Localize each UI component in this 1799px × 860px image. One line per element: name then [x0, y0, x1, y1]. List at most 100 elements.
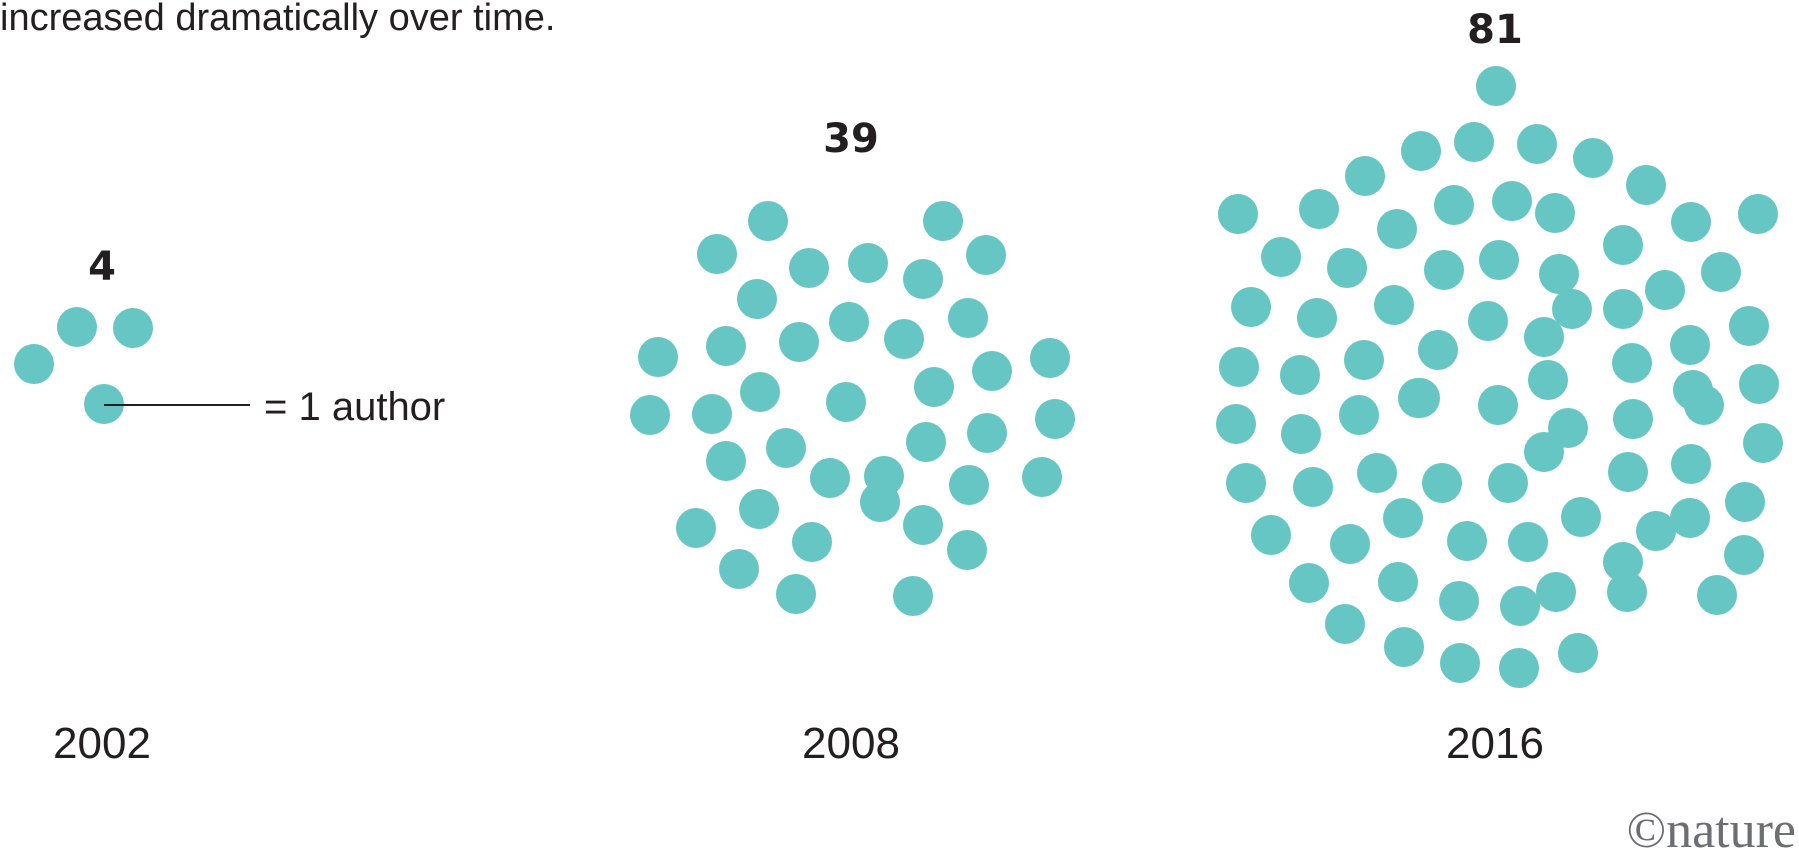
- author-dot-2008-8: [737, 279, 777, 319]
- author-dot-2016-80: [1499, 648, 1539, 688]
- author-dot-2008-25: [706, 441, 746, 481]
- author-dot-2016-46: [1400, 378, 1440, 418]
- author-dot-2016-20: [1479, 240, 1519, 280]
- intro-text: increased dramatically over time.: [0, 0, 555, 39]
- author-dot-2016-67: [1670, 498, 1710, 538]
- author-dot-2016-36: [1344, 340, 1384, 380]
- author-dot-2016-5: [1573, 138, 1613, 178]
- author-dot-2016-27: [1468, 301, 1508, 341]
- count-label-2008: 39: [823, 116, 879, 162]
- author-dot-2016-12: [1535, 193, 1575, 233]
- author-dot-2016-29: [1418, 330, 1458, 370]
- author-dot-2008-14: [779, 322, 819, 362]
- author-dot-2008-11: [884, 319, 924, 359]
- author-dot-2016-70: [1378, 562, 1418, 602]
- author-dot-2008-31: [739, 489, 779, 529]
- author-dot-2016-18: [1327, 248, 1367, 288]
- author-dot-2016-43: [1216, 404, 1256, 444]
- author-dot-2016-9: [1299, 189, 1339, 229]
- author-dot-2008-16: [972, 351, 1012, 391]
- author-dot-2016-33: [1729, 306, 1769, 346]
- author-dot-2016-63: [1447, 521, 1487, 561]
- author-dot-2016-69: [1289, 563, 1329, 603]
- author-dot-2016-62: [1383, 498, 1423, 538]
- author-dot-2016-53: [1357, 453, 1397, 493]
- author-dot-2008-39: [893, 576, 933, 616]
- author-dot-2008-30: [1022, 457, 1062, 497]
- author-dot-2016-54: [1422, 463, 1462, 503]
- author-dot-2016-38: [1478, 385, 1518, 425]
- author-dot-2008-13: [706, 326, 746, 366]
- author-dot-2016-79: [1440, 643, 1480, 683]
- author-dot-2008-3: [697, 234, 737, 274]
- author-dot-2016-60: [1251, 515, 1291, 555]
- author-dot-2016-14: [1738, 194, 1778, 234]
- year-label-2008: 2008: [802, 719, 900, 768]
- author-dot-2016-65: [1561, 497, 1601, 537]
- author-dot-2016-11: [1492, 181, 1532, 221]
- author-dot-2016-32: [1670, 325, 1710, 365]
- author-dot-2008-32: [947, 530, 987, 570]
- dot-cluster-2002: [14, 307, 153, 424]
- author-dot-2016-28: [1552, 289, 1592, 329]
- author-dot-2016-19: [1424, 250, 1464, 290]
- author-dot-2016-17: [1261, 237, 1301, 277]
- author-dot-2016-50: [1743, 423, 1783, 463]
- author-dot-2008-17: [914, 367, 954, 407]
- author-dot-2016-22: [1701, 252, 1741, 292]
- author-dot-2008-24: [906, 422, 946, 462]
- author-dot-2016-35: [1280, 355, 1320, 395]
- author-dot-2016-2: [1401, 131, 1441, 171]
- author-dot-2016-45: [1339, 395, 1379, 435]
- author-dot-2016-48: [1613, 399, 1653, 439]
- author-dot-2016-73: [1536, 572, 1576, 612]
- author-dot-2008-2: [923, 201, 963, 241]
- author-dot-2016-55: [1488, 463, 1528, 503]
- author-dot-2008-10: [948, 298, 988, 338]
- author-dot-2016-58: [1671, 444, 1711, 484]
- author-dot-2008-27: [810, 458, 850, 498]
- author-dot-2016-77: [1325, 604, 1365, 644]
- author-dot-2016-44: [1281, 414, 1321, 454]
- author-dot-2016-42: [1739, 364, 1779, 404]
- author-dot-2008-19: [740, 372, 780, 412]
- author-dot-2016-75: [1636, 511, 1676, 551]
- author-dot-2008-9: [829, 302, 869, 342]
- author-dot-2016-21: [1539, 254, 1579, 294]
- year-label-2002: 2002: [53, 719, 151, 768]
- author-dot-2016-7: [1626, 165, 1666, 205]
- author-dot-2016-4: [1517, 124, 1557, 164]
- dot-cluster-2008: [630, 201, 1075, 616]
- author-dot-2008-22: [1035, 399, 1075, 439]
- author-dot-2008-33: [676, 508, 716, 548]
- author-dot-2008-15: [1030, 338, 1070, 378]
- author-dot-2016-10: [1434, 185, 1474, 225]
- count-label-2016: 81: [1467, 7, 1523, 53]
- author-dot-2008-4: [966, 235, 1006, 275]
- author-dot-2008-1: [748, 201, 788, 241]
- author-dot-2002-2: [57, 307, 97, 347]
- author-dot-2008-23: [967, 413, 1007, 453]
- dot-cluster-2016: [1216, 66, 1783, 688]
- author-dot-2016-3: [1454, 122, 1494, 162]
- author-dot-2016-8: [1218, 194, 1258, 234]
- author-dot-2016-74: [1607, 572, 1647, 612]
- author-dot-2016-56: [1524, 432, 1564, 472]
- author-dot-2016-66: [1603, 542, 1643, 582]
- author-dot-2016-52: [1293, 467, 1333, 507]
- count-label-2002: 4: [88, 244, 116, 290]
- author-dot-2016-26: [1374, 285, 1414, 325]
- author-dot-2016-16: [1603, 225, 1643, 265]
- author-dot-2016-59: [1725, 482, 1765, 522]
- author-dot-2016-72: [1500, 586, 1540, 626]
- author-dot-2016-76: [1697, 575, 1737, 615]
- author-dot-2016-40: [1612, 343, 1652, 383]
- author-dot-2008-36: [860, 482, 900, 522]
- author-dot-2008-21: [692, 394, 732, 434]
- author-dot-2002-3: [113, 308, 153, 348]
- legend-text: = 1 author: [264, 385, 445, 429]
- author-dot-2016-24: [1231, 287, 1271, 327]
- author-dot-2016-25: [1297, 298, 1337, 338]
- author-dot-2016-6: [1345, 156, 1385, 196]
